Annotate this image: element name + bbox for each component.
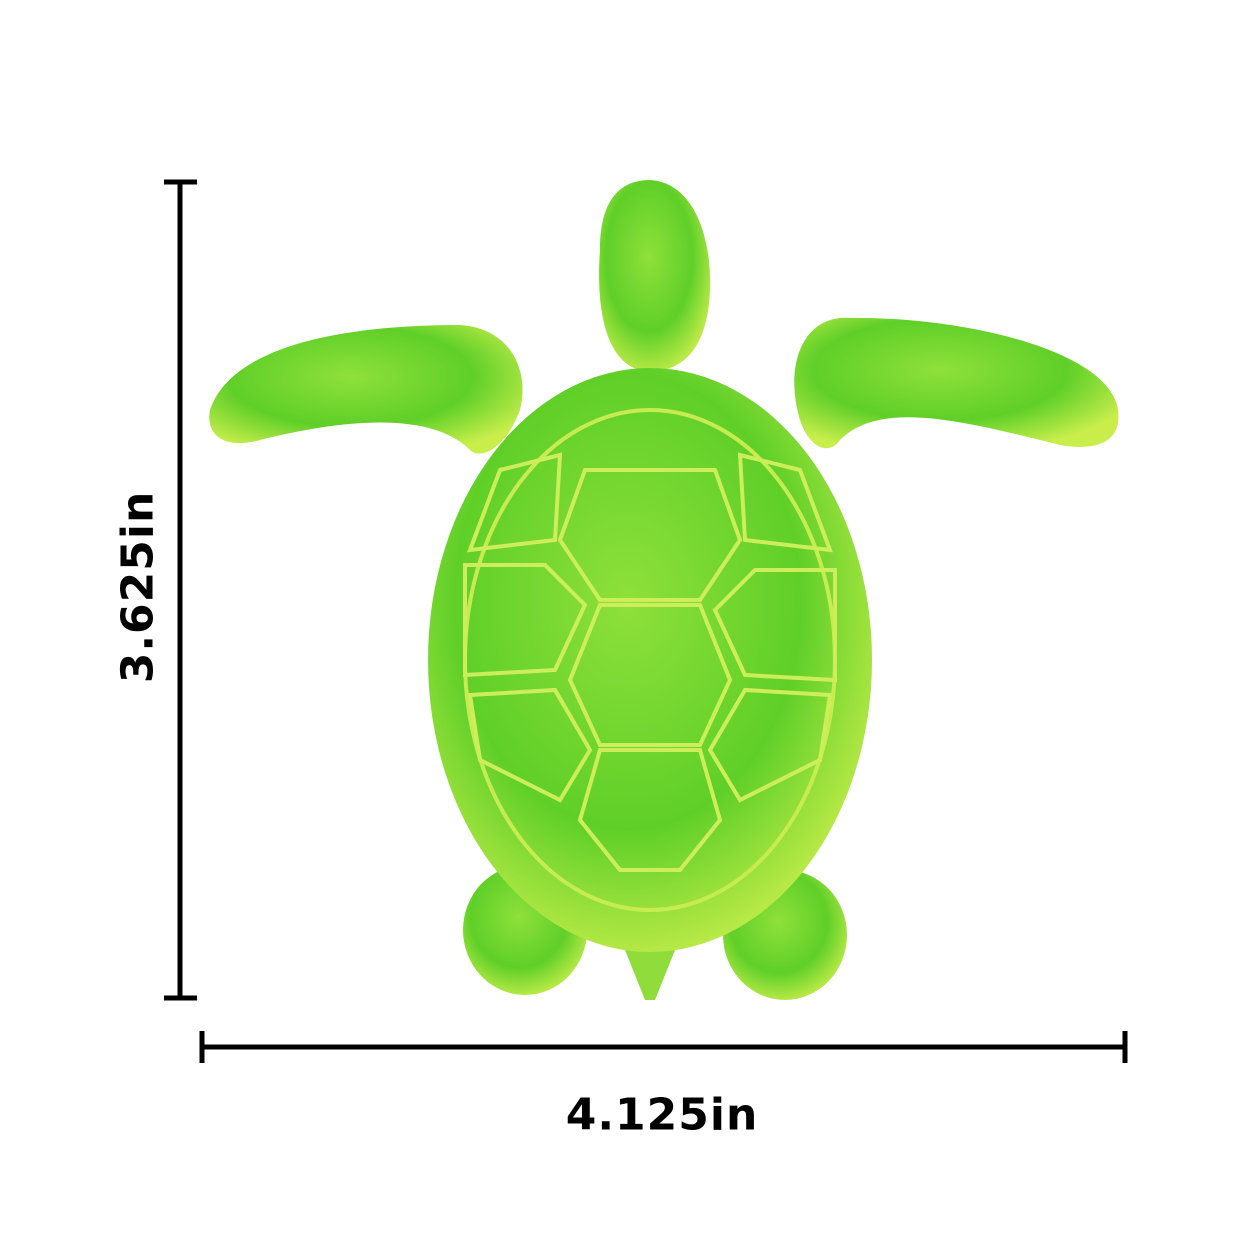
height-dimension-line: [164, 179, 197, 1001]
width-dimension-label: 4.125in: [565, 1089, 759, 1141]
width-dimension-line: [199, 1031, 1128, 1063]
head: [599, 180, 711, 372]
height-dimension-label: 3.625in: [112, 490, 164, 684]
tail: [625, 950, 675, 1000]
left-front-flipper: [209, 325, 523, 454]
shell: [428, 368, 872, 952]
right-front-flipper: [794, 317, 1119, 449]
turtle-figure: [209, 180, 1119, 1000]
shell-scutes: [463, 452, 837, 872]
